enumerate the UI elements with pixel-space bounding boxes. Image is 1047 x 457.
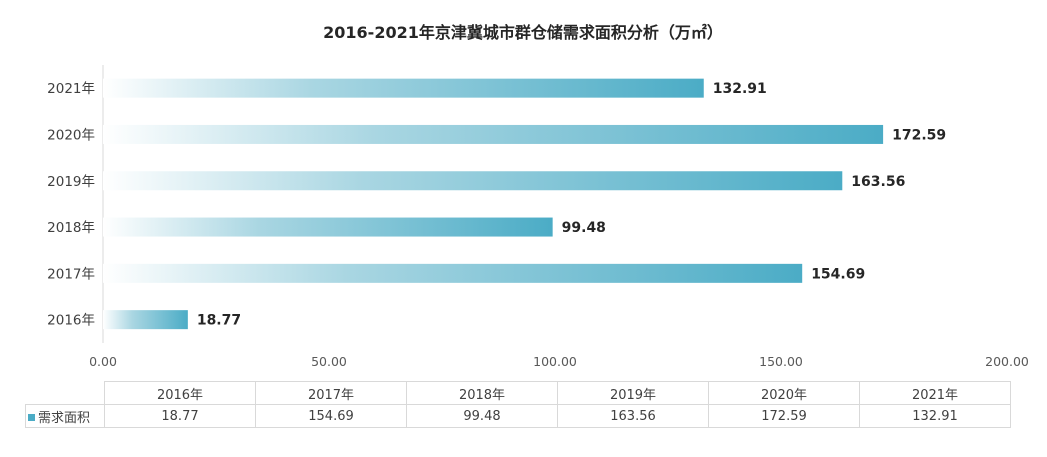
- bar: [103, 310, 188, 330]
- category-label: 2017年: [47, 266, 95, 282]
- table-value-cell: 172.59: [708, 404, 860, 428]
- data-label: 172.59: [892, 127, 946, 143]
- x-tick-label: 100.00: [533, 354, 577, 369]
- data-label: 154.69: [811, 266, 865, 282]
- table-value-cell: 154.69: [255, 404, 407, 428]
- bar: [103, 124, 884, 144]
- table-header-cell: 2019年: [557, 381, 709, 405]
- table-header-cell: 2017年: [255, 381, 407, 405]
- data-table-header-row: 2016年 2017年 2018年 2019年 2020年 2021年: [25, 381, 1011, 405]
- legend-color-key: [28, 413, 35, 421]
- category-label: 2018年: [47, 220, 95, 236]
- data-table: 2016年 2017年 2018年 2019年 2020年 2021年 需求面积…: [25, 381, 1011, 428]
- x-tick-label: 0.00: [89, 354, 117, 369]
- table-value-cell: 132.91: [859, 404, 1011, 428]
- data-label: 18.77: [197, 313, 241, 329]
- bar: [103, 217, 553, 237]
- chart-area: 2016-2021年京津冀城市群仓储需求面积分析（万㎡） 2016年 18.77 2…: [47, 23, 1029, 369]
- category-label: 2020年: [47, 127, 95, 143]
- data-label: 99.48: [562, 220, 606, 236]
- bar: [103, 171, 843, 191]
- category-label: 2016年: [47, 313, 95, 329]
- x-tick-label: 150.00: [759, 354, 803, 369]
- bar: [103, 263, 803, 283]
- table-header-cell: 2020年: [708, 381, 860, 405]
- bar: [103, 78, 704, 98]
- x-tick-label: 50.00: [311, 354, 347, 369]
- category-label: 2021年: [47, 81, 95, 97]
- table-value-cell: 99.48: [406, 404, 558, 428]
- table-header-cell: 2018年: [406, 381, 558, 405]
- data-table-corner: [25, 381, 105, 405]
- data-table-value-row: 需求面积 18.77 154.69 99.48 163.56 172.59 13…: [25, 404, 1011, 428]
- chart-title: 2016-2021年京津冀城市群仓储需求面积分析（万㎡）: [323, 23, 723, 42]
- table-header-cell: 2021年: [859, 381, 1011, 405]
- table-value-cell: 18.77: [104, 404, 256, 428]
- legend-label: 需求面积: [38, 410, 91, 426]
- category-label: 2019年: [47, 174, 95, 190]
- table-value-cell: 163.56: [557, 404, 709, 428]
- data-label: 163.56: [851, 174, 905, 190]
- data-label: 132.91: [713, 81, 767, 97]
- table-header-cell: 2016年: [104, 381, 256, 405]
- x-tick-label: 200.00: [985, 354, 1029, 369]
- legend-entry: 需求面积: [25, 404, 105, 428]
